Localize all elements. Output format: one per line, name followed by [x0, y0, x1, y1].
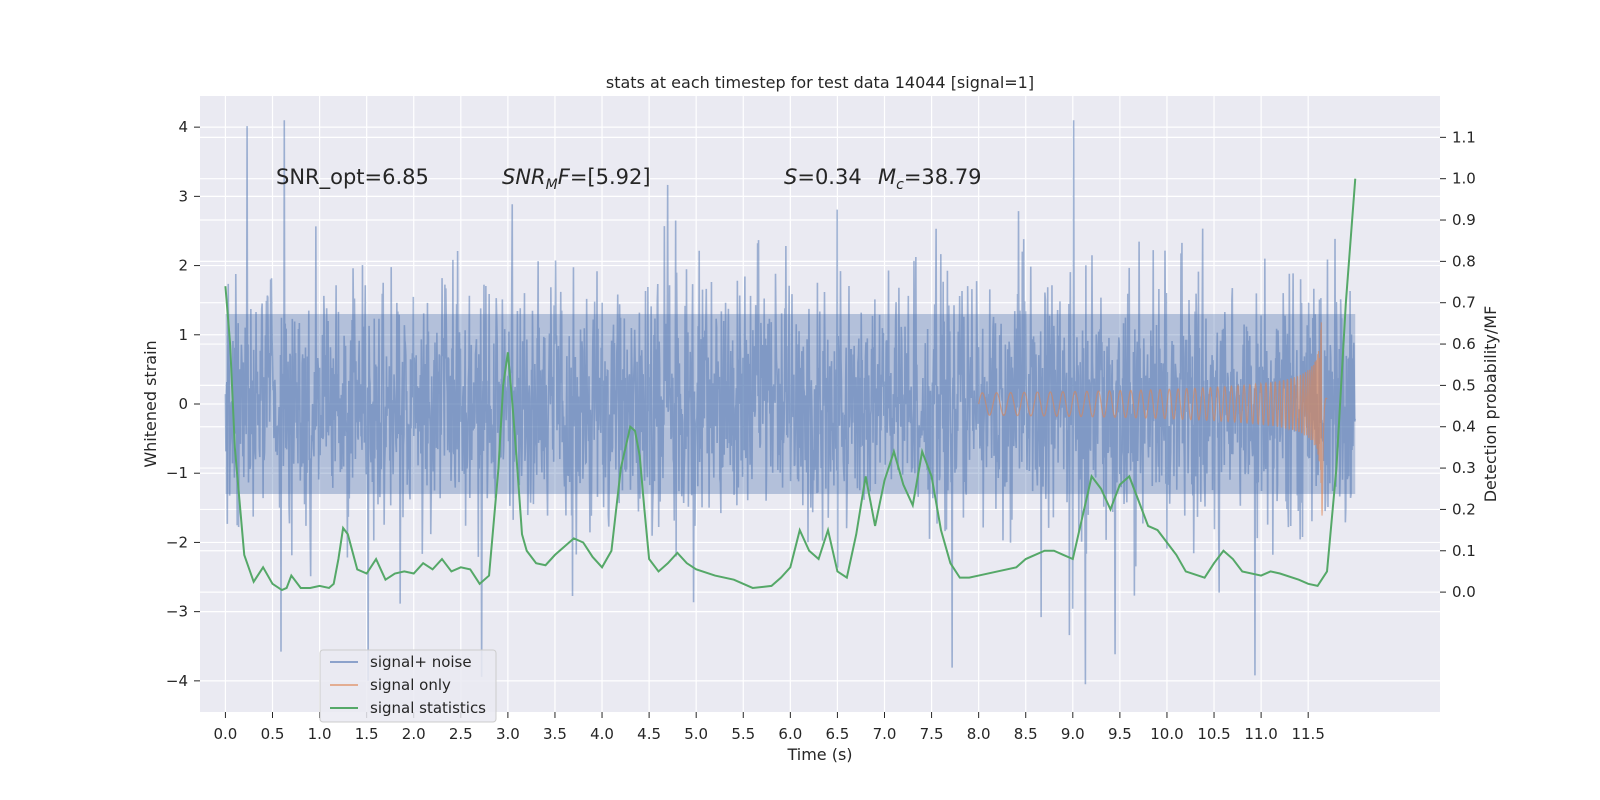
x-axis-ticks: 0.0 0.5 1.0 1.5 2.0 2.5 3.0 3.5 4.0 4.5 5.0 5.5 6.0 6… [213, 712, 1325, 743]
x-tick-label: 6.0 [778, 725, 802, 743]
y2-tick-label: 0.2 [1452, 500, 1476, 518]
x-tick-label: 9.0 [1061, 725, 1085, 743]
x-tick-label: 8.5 [1014, 725, 1038, 743]
x-tick-label: 2.5 [449, 725, 473, 743]
x-tick-label: 10.0 [1150, 725, 1183, 743]
x-tick-label: 9.5 [1108, 725, 1132, 743]
y-tick-label: 1 [178, 326, 188, 344]
annotation-snr-opt: SNR_opt=6.85 [276, 165, 429, 190]
chart-title: stats at each timestep for test data 140… [606, 73, 1034, 92]
y2-axis-label: Detection probability/MF [1481, 306, 1500, 503]
x-tick-label: 11.0 [1244, 725, 1277, 743]
legend-label-signal-statistics: signal statistics [370, 699, 486, 717]
annotations: SNR_opt=6.85 SNRMF=[5.92] S=0.34 Mc=38.7… [276, 165, 982, 193]
x-tick-label: 10.5 [1197, 725, 1230, 743]
legend-label-signal-only: signal only [370, 676, 451, 694]
x-tick-label: 6.5 [825, 725, 849, 743]
x-tick-label: 4.5 [637, 725, 661, 743]
legend-box [319, 649, 497, 723]
x-tick-label: 7.5 [920, 725, 944, 743]
x-tick-label: 4.0 [590, 725, 614, 743]
x-tick-label: 5.5 [731, 725, 755, 743]
annotation-snr-mf: SNRMF=[5.92] [502, 165, 651, 193]
x-axis-label: Time (s) [786, 745, 852, 764]
y2-tick-label: 1.0 [1452, 170, 1476, 188]
y2-tick-label: 0.5 [1452, 376, 1476, 394]
y-tick-label: −4 [166, 672, 188, 690]
y2-tick-label: 0.8 [1452, 252, 1476, 270]
y-tick-label: −2 [166, 533, 188, 551]
y-tick-label: 0 [178, 395, 188, 413]
y-axis-label: Whitened strain [141, 340, 160, 467]
x-tick-label: 1.0 [308, 725, 332, 743]
y-tick-label: 3 [178, 187, 188, 205]
legend: signal+ noise signal only signal statist… [319, 649, 497, 723]
y-tick-label: 4 [178, 118, 188, 136]
signal-statistics-series [224, 178, 1357, 592]
x-tick-label: 5.0 [684, 725, 708, 743]
right-axis-ticks: 0.0 0.1 0.2 0.3 0.4 0.5 0.6 0.7 0.8 0.9 1.0 1.1 [1440, 128, 1476, 601]
x-tick-label: 1.5 [355, 725, 379, 743]
x-tick-label: 2.0 [402, 725, 426, 743]
y2-tick-label: 0.0 [1452, 583, 1476, 601]
left-axis-ticks: −4 −3 −2 −1 0 1 2 3 4 [166, 118, 200, 690]
y-tick-label: −1 [166, 464, 188, 482]
x-tick-label: 0.5 [261, 725, 285, 743]
y2-tick-label: 0.1 [1452, 542, 1476, 560]
x-tick-label: 11.5 [1291, 725, 1324, 743]
signal-noise-band [225, 314, 1356, 494]
y2-tick-label: 0.3 [1452, 459, 1476, 477]
x-tick-label: 3.5 [543, 725, 567, 743]
y-tick-label: 2 [178, 257, 188, 275]
x-tick-label: 7.0 [873, 725, 897, 743]
annotation-mc: Mc=38.79 [878, 165, 982, 193]
signal-statistics-line [224, 178, 1357, 592]
x-tick-label: 8.0 [967, 725, 991, 743]
y2-tick-label: 0.6 [1452, 335, 1476, 353]
x-tick-label: 0.0 [213, 725, 237, 743]
signal-only-series [978, 322, 1328, 516]
y2-tick-label: 0.4 [1452, 418, 1476, 436]
signal-only-line [978, 322, 1328, 516]
y2-tick-label: 0.9 [1452, 211, 1476, 229]
y2-tick-label: 0.7 [1452, 294, 1476, 312]
legend-label-signal-noise: signal+ noise [370, 653, 472, 671]
y2-tick-label: 1.1 [1452, 128, 1476, 146]
signal-noise-line [224, 120, 1357, 685]
y-tick-label: −3 [166, 603, 188, 621]
annotation-s: S=0.34 [784, 165, 862, 189]
x-tick-label: 3.0 [496, 725, 520, 743]
